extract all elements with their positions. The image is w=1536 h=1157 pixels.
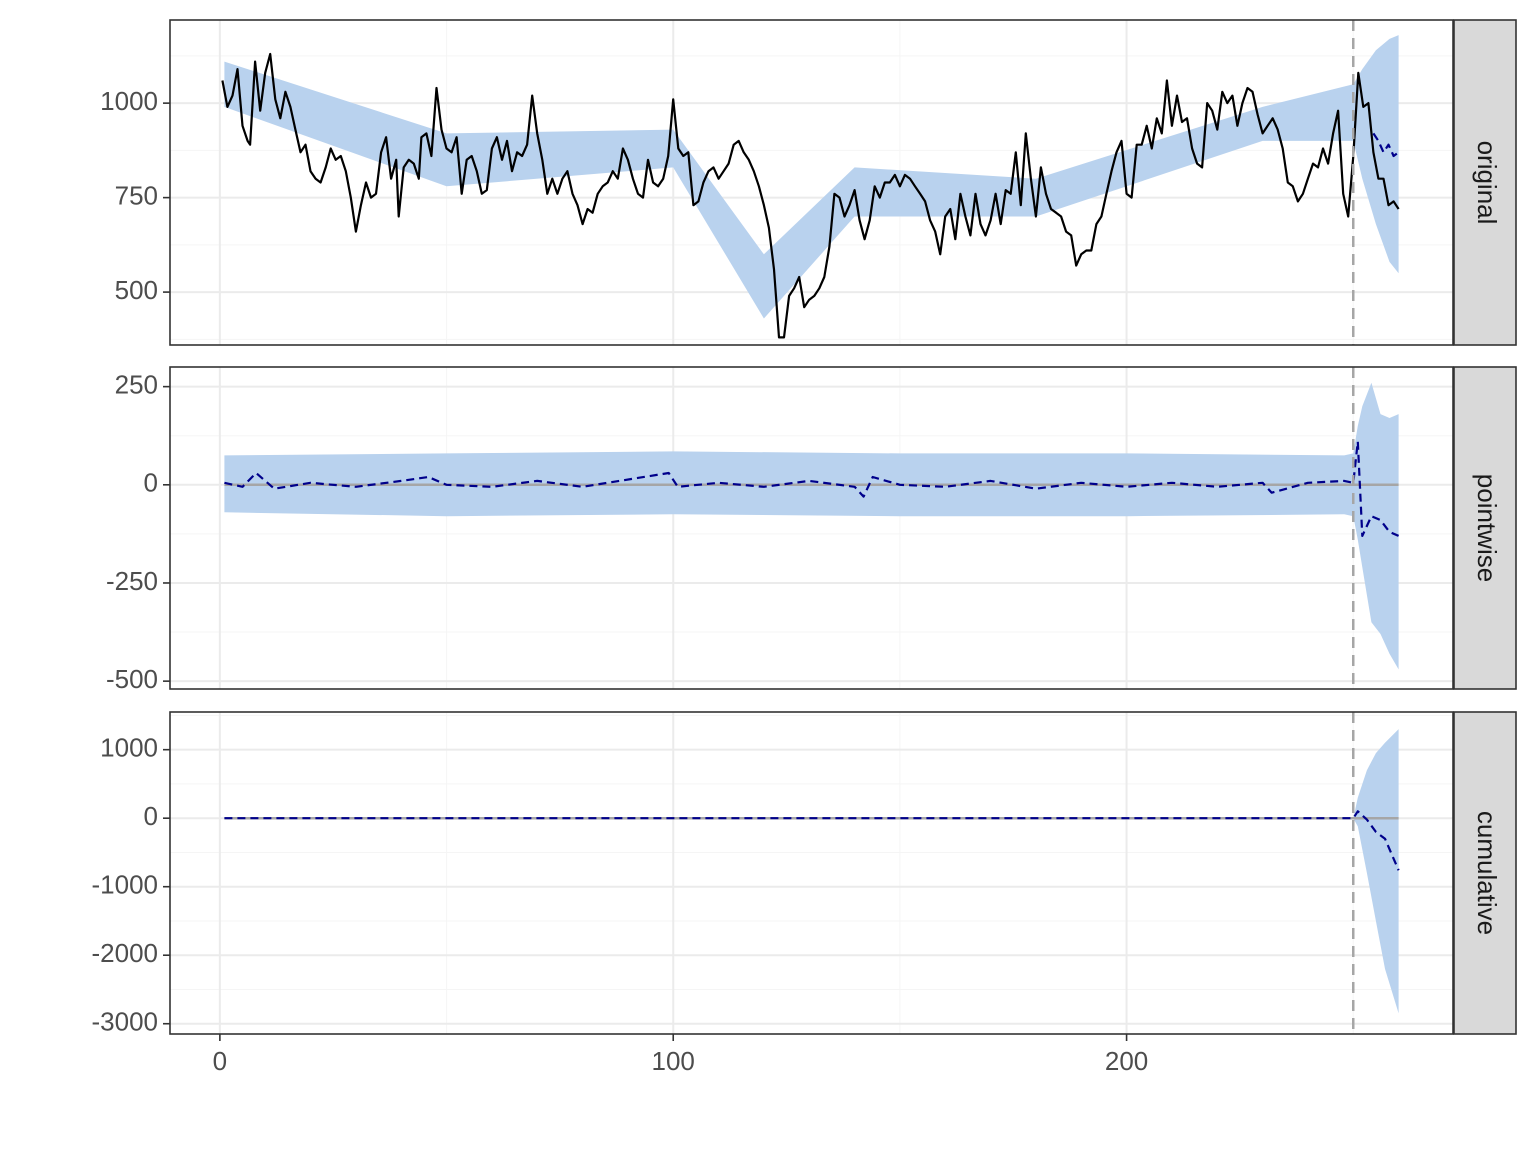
y-tick-label: -1000 <box>92 870 159 900</box>
panel-border <box>169 366 1454 690</box>
y-tick-label: -250 <box>106 566 158 596</box>
facet-strip <box>1453 711 1517 1035</box>
actual-series-line <box>221 52 1400 339</box>
x-tick-label: 0 <box>213 1046 227 1076</box>
confidence-band <box>224 382 1399 670</box>
y-tick-label: 250 <box>115 370 158 400</box>
predicted-series-line <box>1372 132 1400 158</box>
x-tick-label: 100 <box>652 1046 695 1076</box>
y-tick-label: 1000 <box>100 733 158 763</box>
panel-background <box>170 712 1453 1034</box>
panel-pointwise <box>170 367 1453 689</box>
panel-background <box>170 367 1453 689</box>
y-tick-label: -3000 <box>92 1007 159 1037</box>
facet-strip-label: cumulative <box>1472 811 1502 935</box>
y-tick-label: -500 <box>106 664 158 694</box>
y-tick-label: 750 <box>115 180 158 210</box>
y-tick-label: 0 <box>144 468 158 498</box>
panel-border <box>169 711 1454 1035</box>
facet-strip <box>1453 366 1517 690</box>
panel-original <box>170 20 1453 345</box>
y-tick-label: 500 <box>115 275 158 305</box>
panel-border <box>169 19 1454 346</box>
panel-background <box>170 20 1453 345</box>
y-tick-label: -2000 <box>92 938 159 968</box>
facet-strip <box>1453 19 1517 346</box>
facet-strip-label: pointwise <box>1472 474 1502 582</box>
predicted-series-line <box>224 810 1400 871</box>
y-tick-label: 1000 <box>100 86 158 116</box>
y-tick-label: 0 <box>144 801 158 831</box>
panel-cumulative <box>170 712 1453 1034</box>
x-tick-label: 200 <box>1105 1046 1148 1076</box>
predicted-series-line <box>224 440 1400 538</box>
facet-strip-label: original <box>1472 141 1502 225</box>
